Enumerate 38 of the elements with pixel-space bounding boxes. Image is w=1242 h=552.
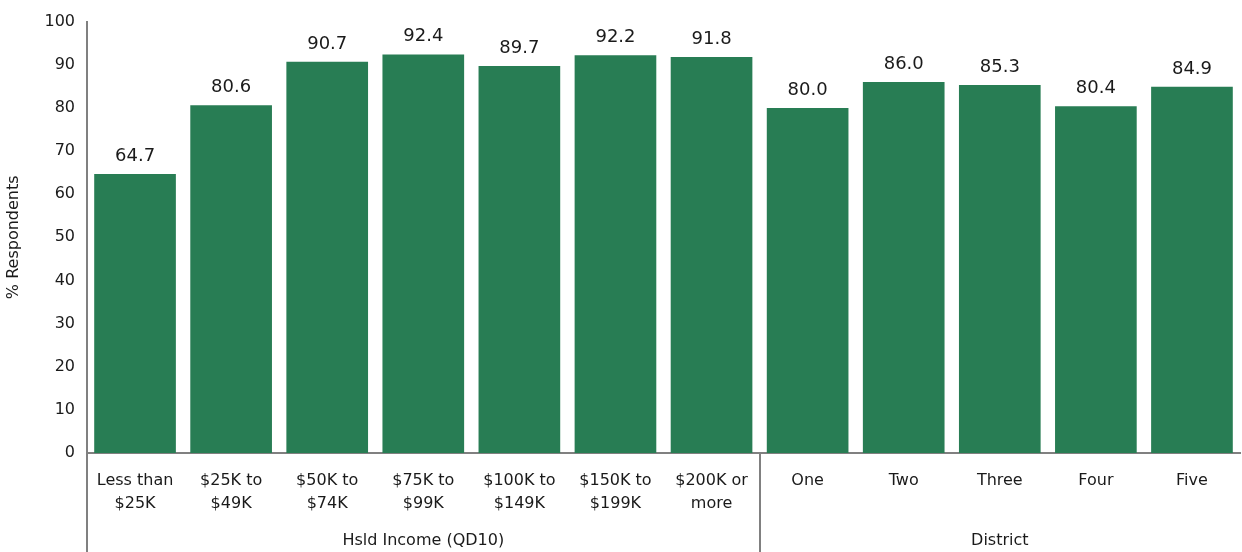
data-label: 85.3	[979, 55, 1020, 77]
y-tick-label: 70	[54, 140, 75, 160]
data-label: 84.9	[1171, 56, 1212, 78]
x-tick-label: Three	[975, 469, 1023, 489]
data-label: 89.7	[499, 36, 540, 58]
x-tick-label: $200K or more	[675, 469, 749, 512]
x-tick-label: $150K to $199K	[579, 469, 652, 512]
data-label: 92.2	[595, 25, 636, 47]
y-tick-label: 0	[64, 442, 75, 462]
x-tick-label: $25K to $49K	[200, 469, 263, 512]
data-label: 90.7	[307, 31, 348, 53]
data-label: 86.0	[883, 52, 924, 73]
data-label: 80.0	[787, 77, 828, 99]
data-label: 80.4	[1075, 76, 1116, 98]
y-tick-label: 30	[54, 312, 75, 332]
text: District	[971, 530, 1029, 549]
data-label: 80.6	[211, 75, 252, 97]
y-tick-label: 10	[54, 399, 75, 419]
x-tick-label: Four	[1078, 469, 1114, 489]
y-tick-label: 90	[54, 53, 75, 73]
x-tick-label: $75K to $99K	[392, 469, 455, 512]
x-tick-label: Two	[887, 469, 919, 489]
y-tick-label: 60	[54, 183, 75, 203]
y-tick-label: 100	[44, 10, 75, 30]
y-tick-label: 20	[54, 355, 75, 375]
x-tick-label: Five	[1176, 469, 1208, 489]
data-label: 91.8	[691, 26, 732, 48]
x-tick-label: $100K to $149K	[483, 469, 556, 512]
y-tick-label: 50	[54, 226, 75, 246]
y-tick-label: 80	[54, 97, 75, 117]
y-tick-label: 40	[54, 269, 75, 289]
data-label: 64.7	[115, 143, 156, 165]
text: Hsld Income (QD10)	[342, 530, 505, 549]
x-tick-label: One	[791, 469, 824, 489]
x-tick-label: $50K to $74K	[296, 469, 359, 512]
data-label: 92.4	[403, 24, 444, 46]
x-tick-label: Less than $25K	[96, 469, 174, 512]
y-axis-title: % Respondents	[2, 175, 22, 300]
